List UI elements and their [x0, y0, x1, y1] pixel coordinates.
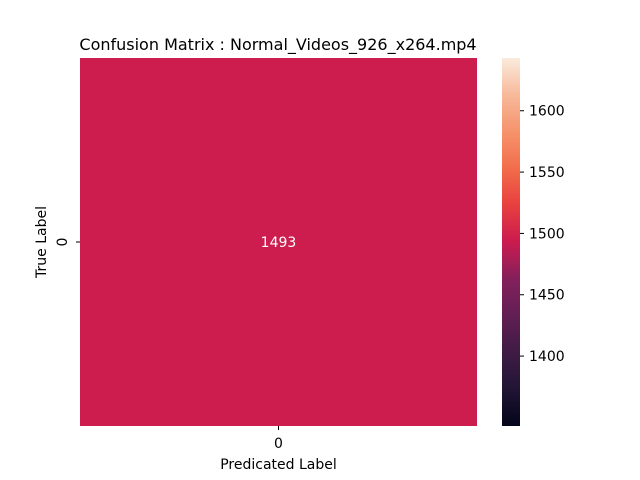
x-tick-label: 0	[274, 436, 283, 452]
colorbar-tick-label: 1550	[529, 165, 565, 181]
y-tick-label: 0	[55, 238, 71, 247]
colorbar-tick-label: 1400	[529, 349, 565, 365]
heatmap-cell	[80, 58, 477, 426]
y-axis-label: True Label	[34, 206, 50, 279]
colorbar-tick-label: 1600	[529, 104, 565, 120]
colorbar-tick-label: 1500	[529, 226, 565, 242]
colorbar-tick-label: 1450	[529, 288, 565, 304]
x-axis-label: Predicated Label	[220, 457, 337, 473]
colorbar	[502, 58, 520, 426]
colorbar-ticks: 1400 1450 1500 1550 1600	[520, 104, 565, 365]
chart-title: Confusion Matrix : Normal_Videos_926_x26…	[79, 35, 476, 55]
cell-annotation: 1493	[261, 235, 297, 251]
